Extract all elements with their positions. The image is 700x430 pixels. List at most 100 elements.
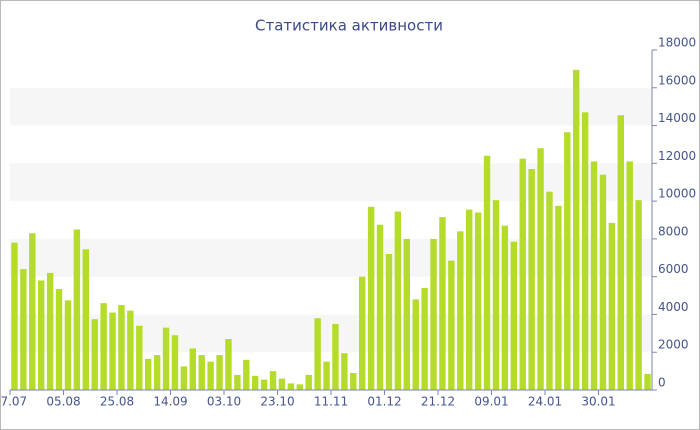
- bar: [278, 378, 286, 390]
- bar: [153, 355, 161, 390]
- bar: [189, 348, 197, 390]
- bar: [564, 132, 571, 390]
- bar: [367, 206, 375, 390]
- y-tick-label: 0: [658, 376, 666, 390]
- bar: [46, 272, 54, 390]
- bar: [537, 148, 544, 390]
- bar: [358, 276, 366, 390]
- bar: [332, 323, 339, 390]
- y-tick-label: 18000: [658, 36, 696, 50]
- bar: [430, 238, 437, 390]
- x-tick-label: 23.10: [260, 395, 294, 409]
- bar: [376, 224, 384, 390]
- grid-band: [10, 87, 652, 126]
- bar: [100, 303, 107, 390]
- bar: [64, 300, 72, 390]
- y-tick-label: 12000: [658, 149, 696, 163]
- chart-title: Статистика активности: [255, 17, 443, 35]
- bar: [162, 327, 170, 390]
- y-tick-label: 16000: [658, 73, 696, 87]
- x-tick-label: 14.09: [153, 395, 187, 409]
- bar: [412, 299, 419, 390]
- bar: [421, 288, 428, 390]
- bar: [136, 325, 143, 390]
- y-tick-label: 14000: [658, 111, 696, 125]
- x-tick-label: 11.11: [314, 395, 348, 409]
- bar: [144, 358, 152, 390]
- x-tick-label: 30.01: [581, 395, 615, 409]
- bar: [581, 112, 589, 390]
- bar: [198, 355, 205, 390]
- bar: [626, 161, 633, 390]
- x-tick-label: 05.08: [46, 395, 80, 409]
- bar: [644, 373, 651, 390]
- bar: [385, 254, 393, 390]
- grid-band: [10, 314, 652, 353]
- bar: [260, 379, 268, 390]
- bar: [314, 318, 321, 390]
- bar: [29, 233, 36, 390]
- bar: [269, 371, 277, 390]
- bar: [341, 353, 348, 390]
- bar: [171, 335, 179, 390]
- bar: [73, 229, 81, 390]
- bar: [127, 310, 134, 390]
- bar: [528, 169, 535, 390]
- x-tick-label: 03.10: [207, 395, 241, 409]
- bar: [465, 209, 473, 390]
- bar: [394, 211, 402, 390]
- bar: [207, 361, 214, 390]
- x-tick-label: 21.12: [421, 395, 455, 409]
- bar: [457, 231, 464, 390]
- bar: [118, 305, 125, 390]
- bar: [608, 222, 616, 390]
- bar: [546, 191, 553, 390]
- grid-band: [10, 238, 652, 277]
- y-tick-label: 4000: [658, 300, 689, 314]
- bar: [403, 238, 411, 390]
- bar: [555, 205, 562, 390]
- bar: [91, 319, 98, 390]
- bar: [510, 241, 518, 390]
- bar: [55, 288, 63, 390]
- bar: [599, 174, 607, 390]
- bar: [225, 339, 232, 390]
- x-tick-label: 01.12: [367, 395, 401, 409]
- bar: [82, 249, 90, 390]
- bar: [287, 383, 295, 390]
- bar: [492, 200, 500, 390]
- bar: [305, 374, 312, 390]
- bar: [590, 161, 598, 390]
- y-tick-label: 10000: [658, 187, 696, 201]
- bar: [474, 212, 482, 390]
- grid-band: [10, 163, 652, 202]
- bar: [483, 155, 491, 390]
- bar: [519, 158, 526, 390]
- x-tick-label: 09.01: [474, 395, 508, 409]
- y-tick-label: 2000: [658, 338, 689, 352]
- bar: [37, 280, 45, 390]
- bar: [243, 359, 250, 390]
- bar: [635, 200, 642, 390]
- bar: [439, 217, 446, 390]
- bar: [296, 384, 304, 390]
- bar: [572, 69, 580, 390]
- y-tick-label: 6000: [658, 262, 689, 276]
- bar: [501, 225, 509, 390]
- x-tick-label: 25.08: [100, 395, 134, 409]
- bar: [180, 366, 188, 390]
- x-tick-label: 17.07: [0, 395, 27, 409]
- bar: [109, 312, 116, 390]
- bar: [448, 260, 455, 390]
- bar: [11, 242, 18, 390]
- bar: [323, 361, 330, 390]
- bar: [234, 374, 241, 390]
- x-tick-label: 24.01: [528, 395, 562, 409]
- bar: [251, 375, 259, 390]
- bar: [20, 269, 27, 390]
- y-tick-label: 8000: [658, 224, 689, 238]
- bar: [216, 355, 223, 390]
- bar: [617, 115, 625, 391]
- bar: [350, 373, 357, 390]
